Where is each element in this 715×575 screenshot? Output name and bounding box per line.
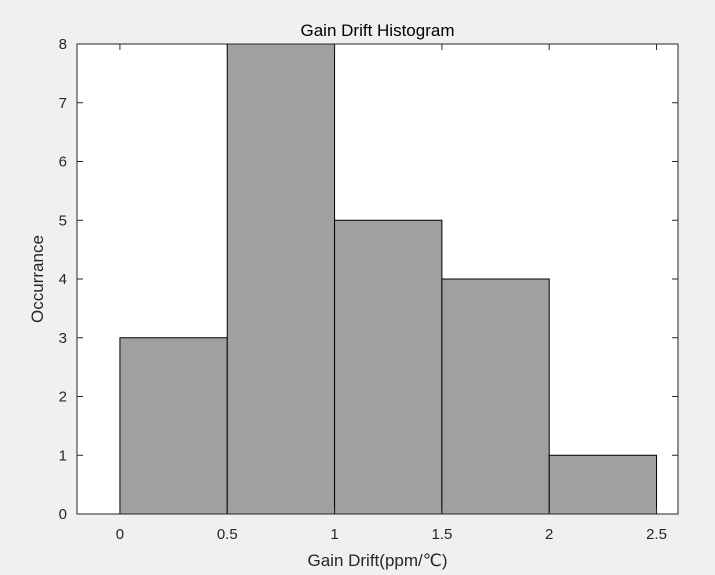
y-tick-label: 0 [59,506,67,523]
x-tick-label: 2.5 [646,526,667,543]
histogram-bar [441,278,550,515]
histogram-bar [226,43,336,515]
y-tick-label: 7 [59,95,67,112]
y-tick-label: 5 [59,212,67,229]
x-axis-title: Gain Drift(ppm/℃) [307,551,447,570]
x-tick-label: 1 [330,526,338,543]
y-tick-label: 6 [59,154,67,171]
chart-title: Gain Drift Histogram [301,21,455,40]
y-tick-label: 2 [59,389,67,406]
histogram-bar [119,337,228,515]
x-tick-label: 0.5 [217,526,238,543]
y-tick-label: 1 [59,447,67,464]
x-tick-label: 1.5 [431,526,452,543]
histogram-bar [548,454,658,515]
x-tick-label: 0 [116,526,124,543]
y-axis-title: Occurrance [28,235,47,323]
ticks-group: 0 0.5 1 1.5 2 2.5 0 1 2 3 4 5 6 7 8 [59,36,678,543]
histogram-bar [334,219,443,515]
y-tick-label: 8 [59,36,67,53]
x-tick-label: 2 [545,526,553,543]
bars-group [119,43,658,515]
y-tick-label: 3 [59,330,67,347]
y-tick-label: 4 [59,271,67,288]
